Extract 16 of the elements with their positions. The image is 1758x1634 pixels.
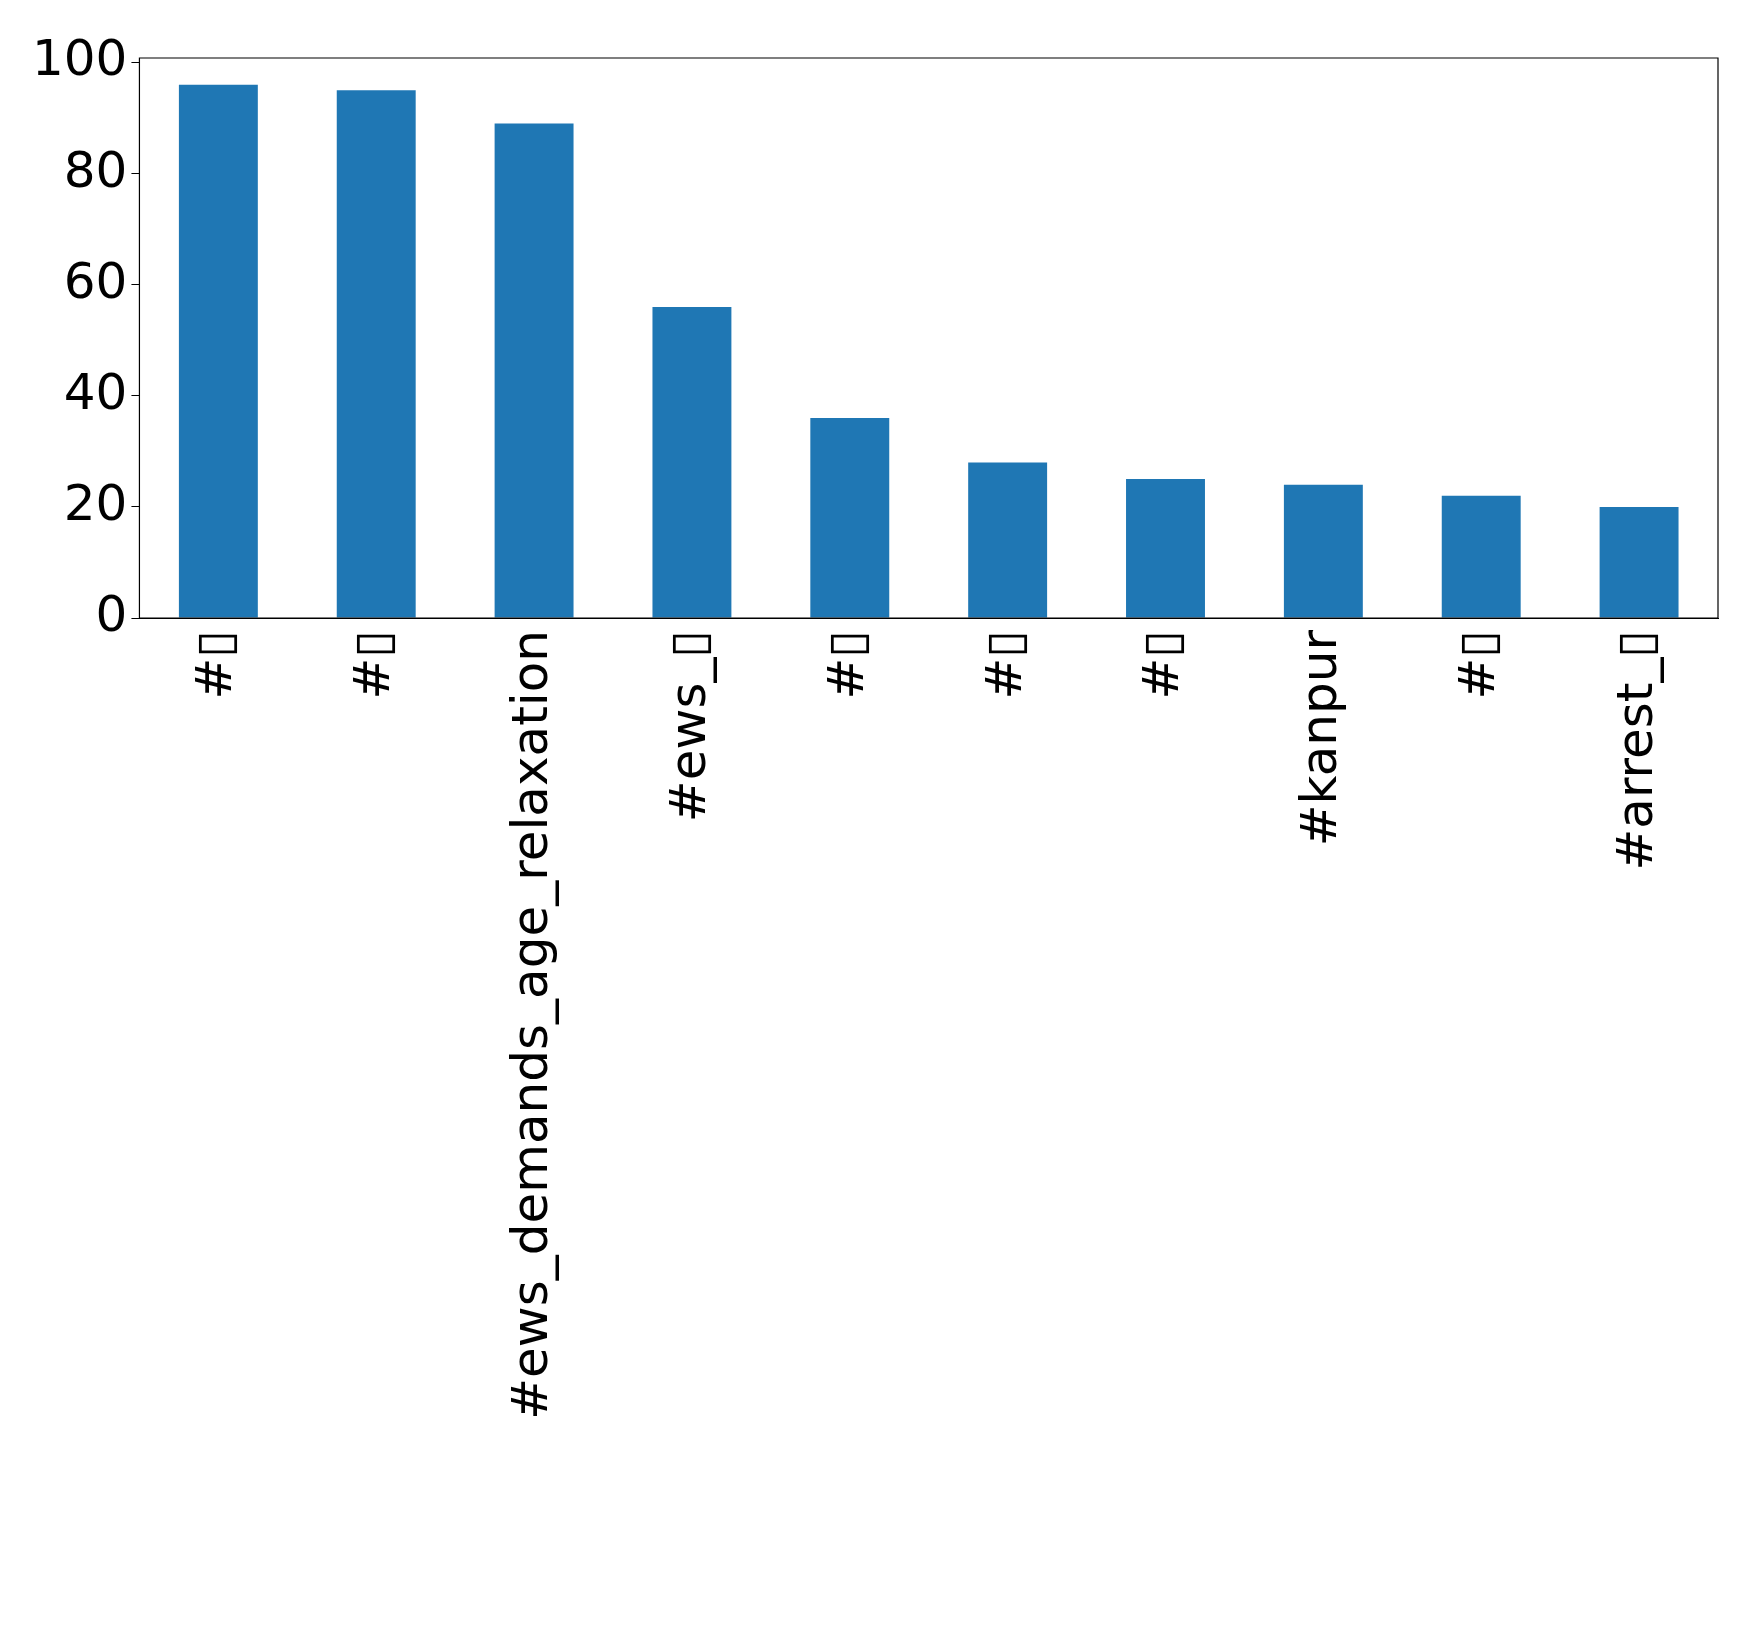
x-tick-label: #ews_▯ [658,630,717,823]
x-tick-label: #▯ [816,630,875,700]
y-tick-label: 20 [63,473,128,532]
y-tick-label: 60 [63,251,128,310]
x-tick-label: #▯ [974,630,1033,700]
x-tick-label: #▯ [185,630,244,700]
y-tick-label: 80 [63,140,128,199]
y-tick-label: 0 [95,584,128,643]
x-tick-label: #▯ [343,630,402,700]
x-tick-label: #arrest_▯ [1606,630,1665,871]
y-tick-label: 100 [32,29,128,88]
x-tick-label: #ews_demands_age_relaxation [501,630,560,1420]
x-tick-label: #▯ [1132,630,1191,700]
x-tick-label: #▯ [1448,630,1507,700]
y-tick-label: 40 [63,362,128,421]
x-tick-label: #kanpur [1290,629,1349,847]
